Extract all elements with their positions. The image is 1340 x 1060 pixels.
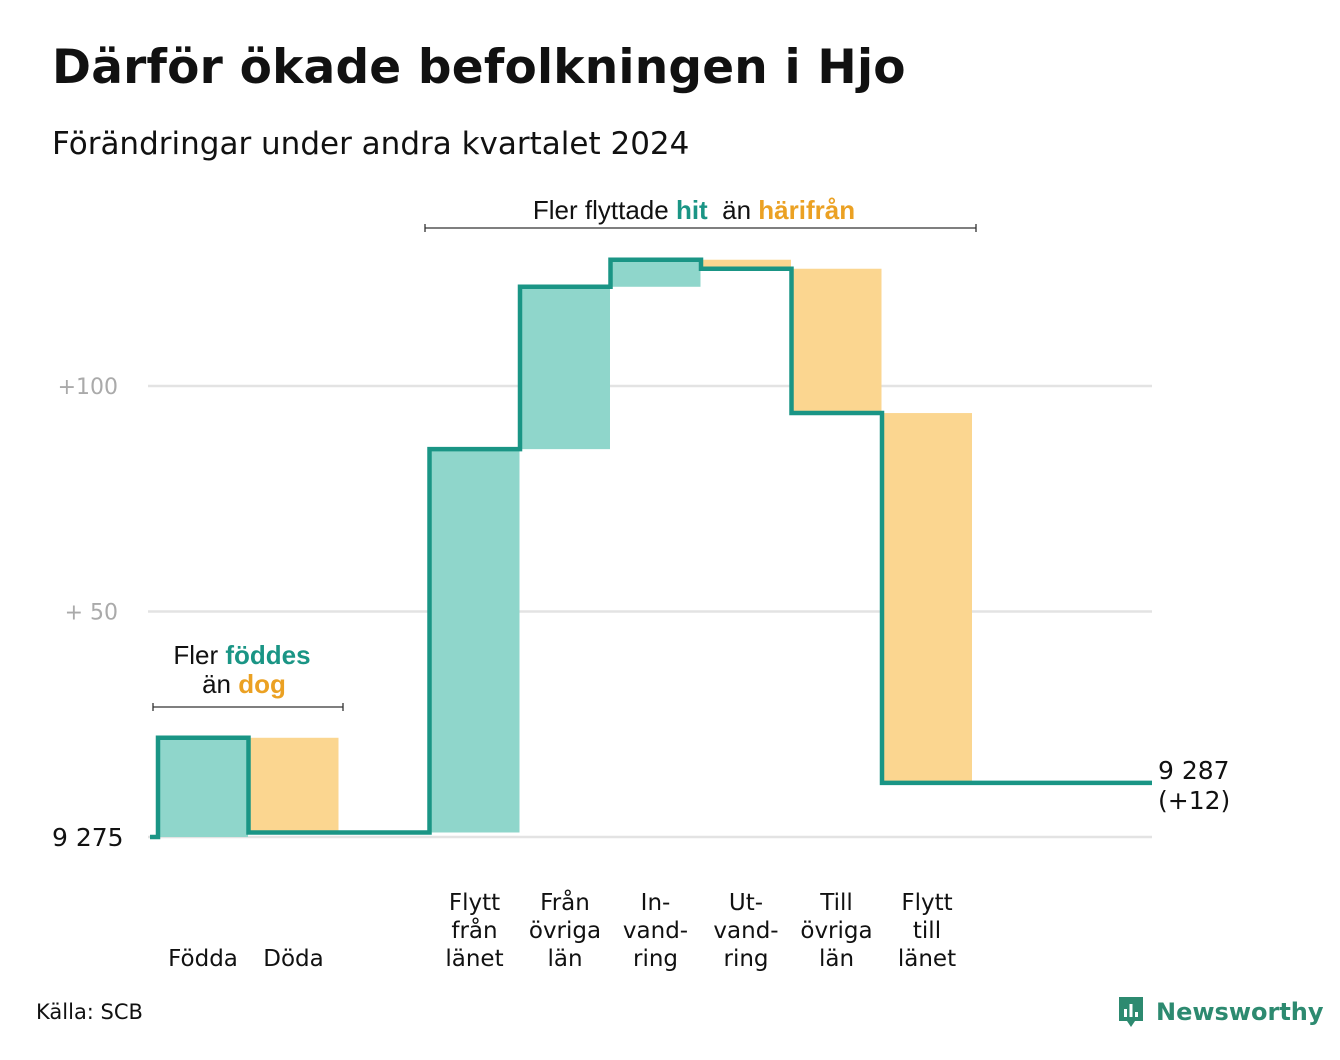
category-label: In- [641, 890, 671, 916]
category-label: län [819, 946, 854, 972]
category-label: Flytt [901, 890, 952, 916]
births-annotation: Fler föddes [173, 640, 310, 670]
start-value-label: 9 275 [52, 823, 124, 852]
category-label: Från [540, 888, 590, 916]
chart-title: Därför ökade befolkningen i Hjo [52, 40, 906, 95]
source-note: Källa: SCB [36, 1000, 143, 1024]
annotation-part: föddes [225, 640, 310, 670]
category-label: Till [819, 890, 853, 916]
category-label: län [547, 946, 582, 972]
migration-annotation: Fler flyttade hit än härifrån [533, 195, 855, 225]
annotation-part: än [202, 669, 238, 699]
waterfall-bar [610, 259, 701, 287]
annotation-part: Fler flyttade [533, 195, 676, 225]
y-tick-label: +100 [58, 375, 118, 400]
category-label: Döda [263, 946, 323, 972]
category-label: vand- [623, 918, 688, 944]
annotation-part: dog [238, 669, 286, 699]
category-label: från [451, 916, 497, 944]
waterfall-bar [791, 268, 882, 414]
end-value-label: (+12) [1158, 786, 1230, 815]
category-label: Flytt [449, 890, 500, 916]
category-label: övriga [800, 918, 872, 944]
category-label: till [913, 918, 941, 944]
category-label: ring [633, 946, 678, 972]
end-value-label: 9 287 [1158, 756, 1230, 785]
category-label: ring [723, 946, 768, 972]
annotation-part: härifrån [758, 195, 855, 225]
category-label: Ut- [729, 890, 763, 916]
bar-chart-logo-icon [1119, 997, 1143, 1027]
waterfall-bar [882, 413, 972, 783]
waterfall-bar [429, 449, 520, 833]
category-label: länet [898, 946, 956, 972]
waterfall-bar [701, 259, 791, 269]
waterfall-bar [520, 286, 610, 450]
logo-text: Newsworthy [1156, 998, 1324, 1026]
category-label: länet [445, 946, 503, 972]
births-annotation: än dog [202, 669, 286, 699]
category-label: vand- [713, 918, 778, 944]
newsworthy-logo: Newsworthy [1116, 994, 1324, 1030]
annotation-part: hit [676, 195, 708, 225]
annotation-part: än [708, 195, 759, 225]
running-total-line [150, 257, 1152, 840]
annotation-part: Fler [173, 640, 225, 670]
category-label: Födda [168, 946, 238, 972]
y-tick-label: + 50 [65, 601, 118, 626]
waterfall-bar [248, 737, 339, 833]
chart-subtitle: Förändringar under andra kvartalet 2024 [52, 126, 690, 162]
category-label: övriga [529, 918, 601, 944]
waterfall-bar [158, 737, 248, 837]
